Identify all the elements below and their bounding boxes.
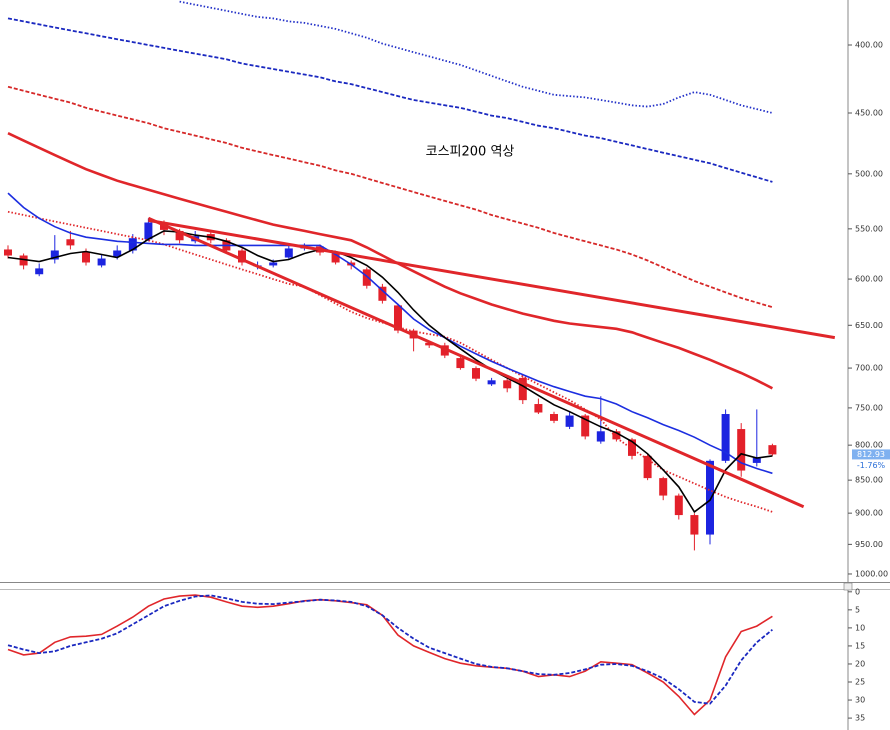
y-tick-label: 30	[855, 696, 865, 705]
y-tick-label: 950.00	[855, 540, 883, 549]
candle-body	[706, 460, 714, 535]
candle-body	[472, 368, 480, 379]
trend-line	[147, 216, 805, 509]
y-tick-label: 15	[855, 641, 865, 650]
candle-body	[238, 250, 246, 263]
y-tick-label: 500.00	[855, 169, 883, 178]
y-tick-label: 20	[855, 659, 865, 668]
candle-body	[565, 415, 574, 427]
candle-body	[690, 515, 699, 535]
candle-body	[737, 429, 746, 471]
candle-body	[721, 414, 730, 461]
candle-body	[628, 439, 636, 456]
y-tick-label: 900.00	[855, 509, 883, 518]
candle-body	[674, 495, 683, 516]
candle-body	[269, 262, 278, 266]
candle-body	[144, 222, 153, 240]
line-series	[179, 0, 773, 114]
candle-body	[19, 255, 28, 266]
candle-body	[487, 380, 496, 385]
y-tick-label: 850.00	[855, 476, 883, 485]
chart-title: 코스피200 역상	[426, 145, 515, 160]
y-tick-label: 0	[855, 587, 860, 596]
candle-body	[534, 404, 543, 413]
line-series	[7, 594, 773, 716]
line-series	[7, 132, 773, 390]
line-series	[7, 85, 773, 309]
candle-body	[596, 431, 605, 442]
candle-body	[752, 458, 761, 463]
y-tick-label: 35	[855, 714, 865, 723]
y-tick-label: 10	[855, 623, 865, 632]
candle-body	[612, 431, 621, 440]
y-tick-label: 700.00	[855, 364, 883, 373]
panel-icon[interactable]	[843, 582, 853, 591]
candle-body	[456, 358, 465, 369]
y-tick-label: 650.00	[855, 321, 883, 330]
candle-body	[128, 238, 137, 251]
candle-body	[768, 445, 777, 455]
y-tick-label: 400.00	[855, 41, 883, 50]
candle-body	[503, 380, 512, 389]
candle-body	[581, 415, 590, 437]
trend-line	[148, 218, 836, 340]
change-label: -1.76%	[857, 461, 886, 470]
y-tick-label: 750.00	[855, 403, 883, 412]
candle-body	[66, 239, 75, 246]
y-tick-label: 5	[855, 605, 860, 614]
candle-body	[643, 455, 652, 479]
candle-body	[35, 268, 44, 275]
candle-body	[378, 286, 387, 301]
y-tick-label: 550.00	[855, 224, 883, 233]
candle-body	[659, 478, 668, 496]
line-series	[7, 230, 773, 514]
y-tick-label: 600.00	[855, 275, 883, 284]
candle-body	[425, 342, 434, 346]
candle-body	[518, 377, 527, 401]
y-tick-label: 25	[855, 678, 865, 687]
candle-body	[97, 258, 106, 266]
candle-body	[331, 253, 340, 263]
line-series	[7, 594, 773, 705]
candle-body	[440, 345, 449, 356]
line-series	[7, 17, 773, 183]
candle-body	[4, 249, 12, 256]
y-tick-label: 1000.00	[855, 569, 888, 578]
y-tick-label: 450.00	[855, 109, 883, 118]
candle-body	[362, 269, 371, 286]
candle-body	[394, 305, 402, 331]
candle-body	[82, 251, 90, 263]
price-tag	[852, 449, 890, 460]
candle-body	[113, 250, 122, 257]
y-tick-label: 800.00	[855, 441, 883, 450]
candle-body	[284, 248, 293, 258]
candle-body	[175, 230, 184, 241]
price-tag-label: 812.93	[857, 450, 885, 459]
line-series	[7, 192, 773, 475]
candle-body	[50, 250, 59, 260]
candle-body	[550, 414, 558, 421]
